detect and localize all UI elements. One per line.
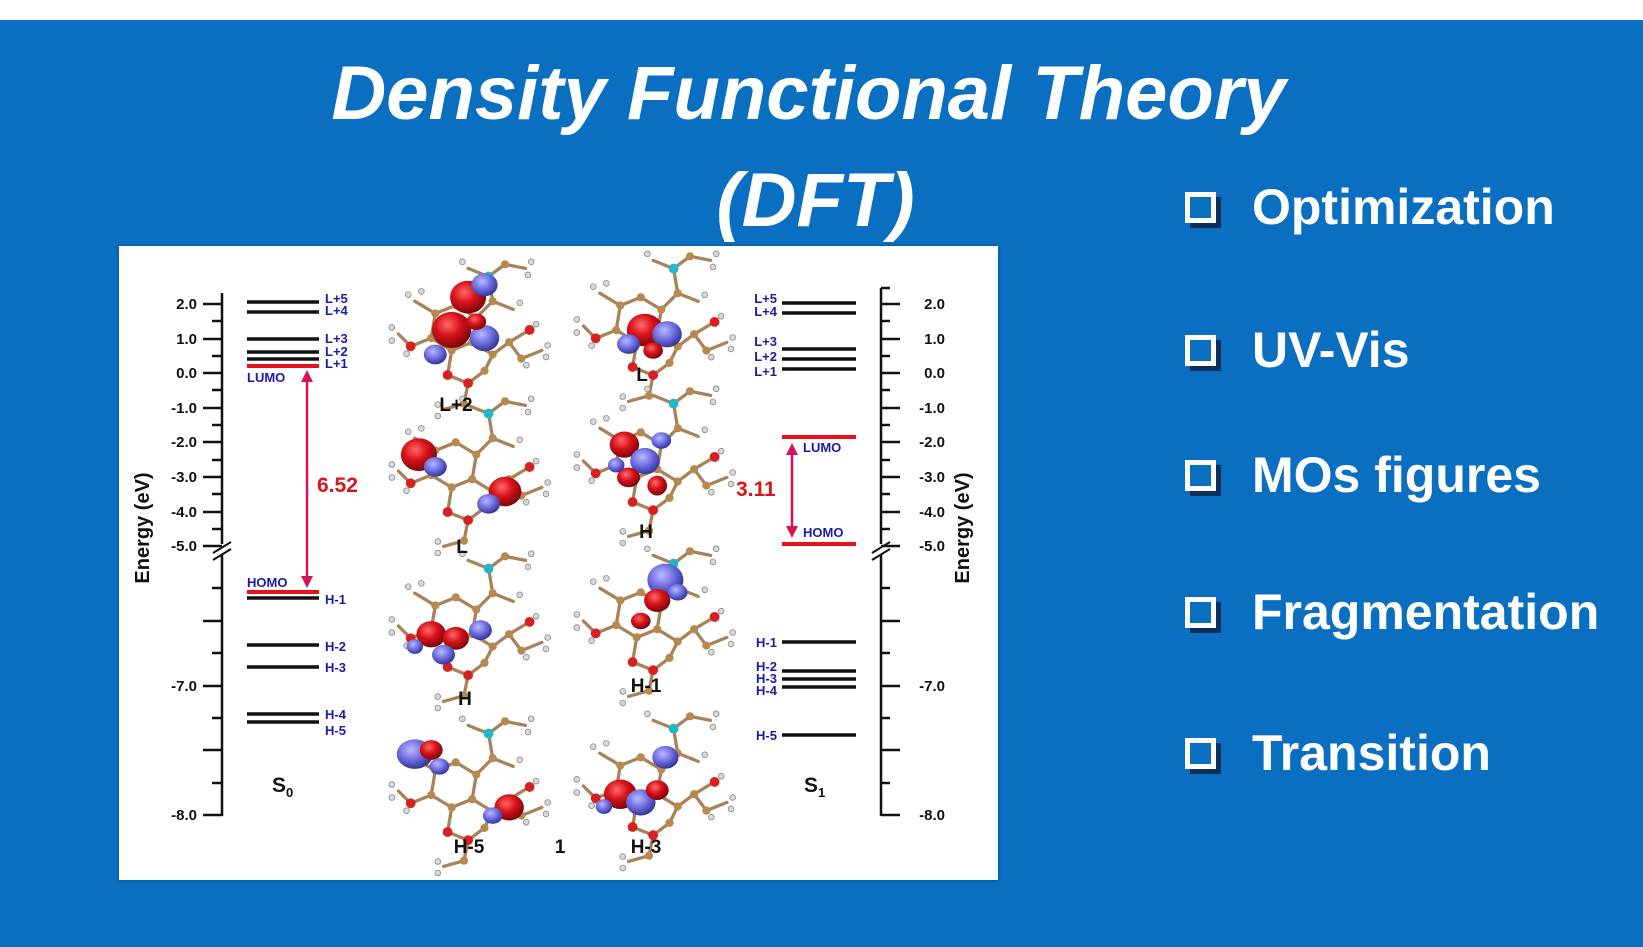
level-label: L+4 — [754, 304, 778, 319]
s1-state-label: S1 — [804, 774, 825, 800]
checklist-item-uv-vis: UV-Vis — [1185, 318, 1410, 382]
y-axis-title: Energy (eV) — [132, 472, 154, 583]
lumo-label: LUMO — [247, 370, 285, 385]
s1-gap-value: 3.11 — [736, 478, 776, 501]
y-tick-label: -2.0 — [171, 434, 197, 451]
checkbox-icon — [1185, 737, 1216, 769]
level-label: L+2 — [754, 349, 777, 364]
s0-gap-value: 6.52 — [317, 474, 358, 497]
level-label: H-4 — [325, 707, 347, 722]
checkbox-icon — [1185, 596, 1216, 628]
orbital-label: L — [456, 537, 468, 558]
level-label: H-1 — [756, 635, 777, 650]
level-label: H-2 — [325, 639, 346, 654]
checklist-label: UV-Vis — [1252, 322, 1410, 378]
mo-image-h5-s0 — [387, 714, 553, 878]
orbital-label: L+2 — [439, 395, 472, 416]
level-label: H-3 — [756, 671, 777, 686]
level-label: L+3 — [325, 331, 348, 346]
y-tick-label: -7.0 — [171, 678, 197, 695]
y-tick-label: -8.0 — [171, 807, 197, 824]
checkbox-icon — [1185, 191, 1216, 223]
y-tick-label: -3.0 — [171, 469, 197, 486]
checklist-label: Optimization — [1252, 179, 1555, 235]
level-label: L+5 — [754, 291, 777, 306]
y-tick-label: -2.0 — [919, 434, 945, 451]
y-tick-label: -3.0 — [919, 469, 945, 486]
slide-title: Density Functional Theory — [0, 50, 1643, 137]
slide-subtitle: (DFT) — [0, 157, 1643, 244]
level-label: H-1 — [325, 592, 346, 607]
y-tick-label: -7.0 — [919, 678, 945, 695]
level-label: H-5 — [325, 723, 346, 738]
orbital-label: H-3 — [631, 837, 662, 858]
level-label: L+5 — [325, 291, 348, 306]
s0-state-label: S0 — [272, 774, 293, 800]
y-tick-label: 2.0 — [924, 296, 945, 313]
level-label: L+4 — [325, 303, 349, 318]
energy-level-diagram: 2.0 1.0 0.0 -1.0 -2.0 -3.0 -4.0 -5.0 -7.… — [119, 246, 998, 880]
y-tick-label: -5.0 — [171, 538, 197, 555]
level-label: H-4 — [756, 683, 778, 698]
y-tick-label: -1.0 — [171, 400, 197, 417]
orbital-label: H — [639, 522, 653, 543]
level-label: H-2 — [756, 659, 777, 674]
checklist-item-optimization: Optimization — [1185, 175, 1555, 239]
level-label: L+1 — [754, 364, 777, 379]
checklist: Optimization UV-Vis MOs figures Fragment… — [1185, 0, 1643, 947]
mo-image-h1-s1 — [572, 544, 738, 708]
y-tick-label: -8.0 — [919, 807, 945, 824]
orbital-labels: L+2 L L H H H-1 H-5 H-3 1 — [439, 365, 661, 858]
y-tick-label: 1.0 — [924, 331, 945, 348]
level-label: L+2 — [325, 344, 348, 359]
mo-image-h-s0 — [387, 549, 553, 713]
level-label: L+1 — [325, 356, 348, 371]
y-tick-label: -4.0 — [919, 504, 945, 521]
mo-image-l2 — [387, 257, 553, 421]
title-line-1: Density Functional Theory — [331, 51, 1286, 136]
checkbox-icon — [1185, 459, 1216, 491]
y-axis-title: Energy (eV) — [952, 472, 974, 583]
y-tick-label: -1.0 — [919, 400, 945, 417]
mo-image-h-s1 — [572, 384, 738, 548]
y-tick-label: -5.0 — [919, 538, 945, 555]
homo-label: HOMO — [247, 575, 287, 590]
y-tick-label: 1.0 — [176, 331, 197, 348]
s1-energy-levels: L+5 L+4 L+3 L+2 L+1 H-1 H-2 H-3 H-4 H-5 … — [736, 291, 856, 800]
mo-image-h3-s1 — [572, 709, 738, 873]
orbital-label: L — [636, 365, 648, 386]
level-label: H-5 — [756, 728, 777, 743]
checklist-label: MOs figures — [1252, 447, 1541, 503]
mo-image-l-s0 — [387, 394, 553, 558]
orbital-label: H-5 — [454, 837, 485, 858]
checklist-item-transition: Transition — [1185, 721, 1491, 785]
checklist-item-mos-figures: MOs figures — [1185, 443, 1541, 507]
mo-image-l-s1 — [572, 249, 738, 413]
s0-energy-levels: L+5 L+4 L+3 L+2 L+1 LUMO HOMO H-1 H-2 H-… — [247, 291, 358, 800]
compound-label: 1 — [555, 837, 566, 858]
checklist-label: Transition — [1252, 725, 1491, 781]
homo-label: HOMO — [803, 525, 843, 540]
y-tick-label: 0.0 — [924, 365, 945, 382]
y-tick-label: -4.0 — [171, 504, 197, 521]
level-label: H-3 — [325, 660, 346, 675]
y-tick-label: 0.0 — [176, 365, 197, 382]
lumo-label: LUMO — [803, 440, 841, 455]
checklist-item-fragmentation: Fragmentation — [1185, 580, 1599, 644]
orbital-label: H — [458, 689, 472, 710]
left-energy-axis: 2.0 1.0 0.0 -1.0 -2.0 -3.0 -4.0 -5.0 -7.… — [132, 293, 232, 824]
checkbox-icon — [1185, 334, 1216, 366]
orbital-label: H-1 — [631, 676, 662, 697]
title-line-2: (DFT) — [716, 158, 915, 243]
level-label: L+3 — [754, 334, 777, 349]
checklist-label: Fragmentation — [1252, 584, 1600, 640]
y-tick-label: 2.0 — [176, 296, 197, 313]
right-energy-axis: 2.0 1.0 0.0 -1.0 -2.0 -3.0 -4.0 -5.0 -7.… — [871, 286, 974, 824]
